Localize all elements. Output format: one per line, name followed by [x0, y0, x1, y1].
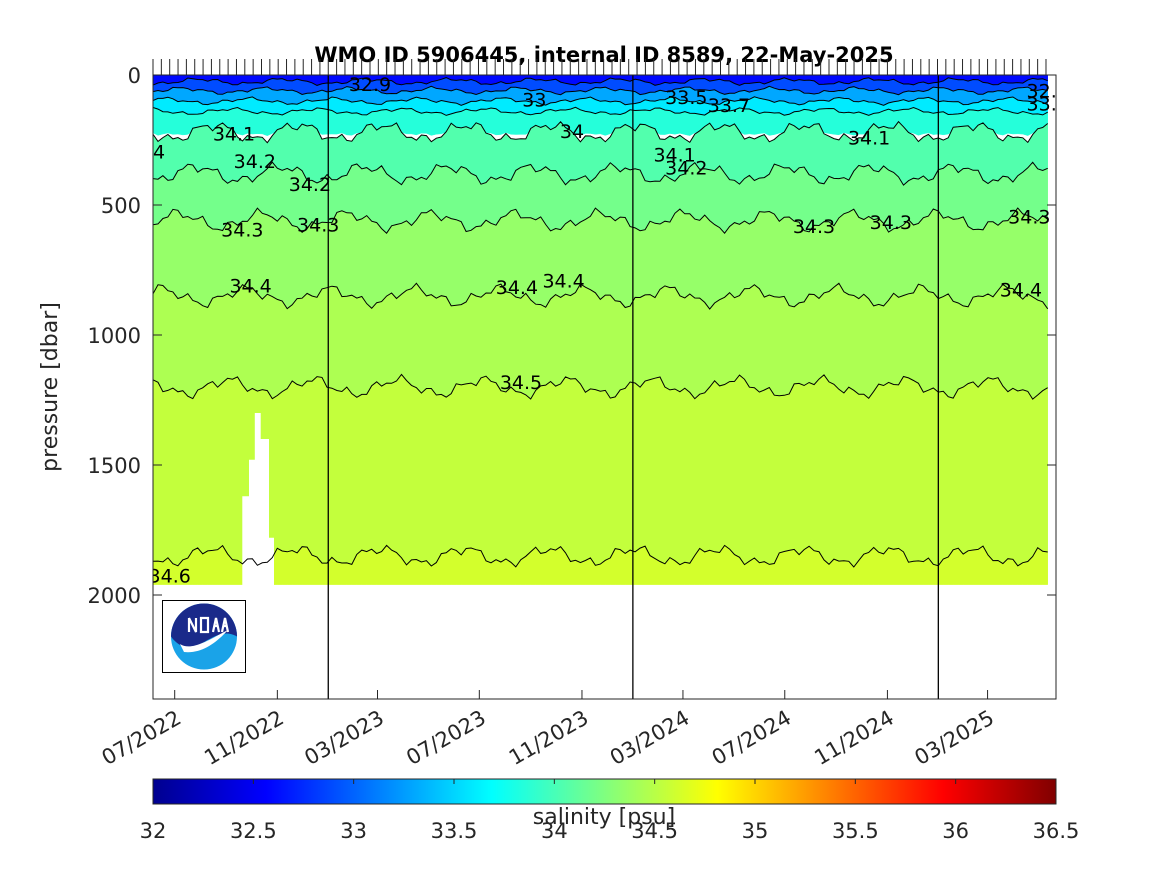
colorbar-tick-label: 33 — [340, 819, 367, 843]
contour-label: 32.9 — [1027, 81, 1069, 103]
contour-label: 33.7 — [708, 95, 750, 117]
salinity-field — [153, 75, 1048, 585]
contour-line — [153, 77, 1048, 86]
x-tick-label: 03/2023 — [300, 706, 388, 770]
colorbar — [152, 778, 1057, 805]
x-tick-label: 07/2022 — [98, 706, 186, 770]
contour-label: 34.3 — [221, 220, 263, 242]
x-tick-label: 03/2024 — [606, 706, 694, 770]
contour-label: 34.4 — [229, 276, 271, 298]
contour-label: 33.5 — [1027, 94, 1069, 116]
colorbar-tick-label: 34.5 — [631, 819, 678, 843]
x-tick-label: 11/2022 — [200, 706, 288, 770]
contour-label: 34.2 — [665, 157, 707, 179]
y-tick-label: 0 — [128, 64, 141, 88]
contour-line — [153, 282, 1049, 310]
contour-label: 34.2 — [289, 174, 331, 196]
contour-label: 33 — [522, 90, 546, 112]
x-tick-label: 11/2023 — [505, 706, 593, 770]
contour-label: 33.5 — [665, 87, 707, 109]
contour-label: 34.3 — [793, 216, 835, 238]
contour-label: 34.4 — [496, 277, 538, 299]
colorbar-tick-label: 32.5 — [230, 819, 277, 843]
salinity-layer — [153, 373, 1048, 568]
colorbar-tick-label: 36.5 — [1033, 819, 1080, 843]
contour-label: 34 — [560, 121, 584, 143]
x-tick-label: 07/2023 — [402, 706, 490, 770]
contour-label: 34.1 — [848, 127, 890, 149]
missing-data-gap — [242, 413, 274, 595]
y-tick-label: 2000 — [88, 584, 141, 608]
contour-label: 34.3 — [1008, 207, 1050, 229]
contour-label: 34.5 — [500, 372, 542, 394]
y-tick-label: 1000 — [88, 324, 141, 348]
contour-line — [153, 207, 1049, 234]
contour-label: 32.9 — [349, 74, 391, 96]
colorbar-tick-label: 36 — [942, 819, 969, 843]
x-tick-label: 11/2024 — [810, 706, 898, 770]
x-tick-label: 03/2025 — [911, 706, 999, 770]
colorbar-tick-label: 32 — [140, 819, 167, 843]
year-boundary-lines — [327, 75, 939, 699]
contour-label: 34.2 — [234, 151, 276, 173]
contour-line — [153, 373, 1048, 400]
x-tick-label: 07/2024 — [708, 706, 796, 770]
y-axis: 0 500 1000 1500 2000 — [88, 64, 1056, 608]
contour-label: 34.4 — [542, 270, 584, 292]
contour-line — [153, 96, 1048, 106]
y-tick-label: 1500 — [88, 454, 141, 478]
contour-label: 34.1 — [653, 144, 695, 166]
contour-line — [153, 120, 1049, 144]
contour-line — [153, 85, 1048, 96]
colorbar-tick-label: 33.5 — [431, 819, 478, 843]
contour-label: 34.3 — [297, 215, 339, 237]
contour-label: 34.4 — [1000, 280, 1042, 302]
y-tick-label: 500 — [101, 194, 141, 218]
contour-label: 34 — [141, 142, 165, 164]
contour-line — [153, 544, 1048, 568]
plot-area: 34.134.234.234.334.334.4 34.4 34.434.53434… — [141, 74, 1069, 699]
colorbar-tick-label: 34 — [541, 819, 568, 843]
contour-labels: 34.134.234.234.334.334.4 34.4 34.434.53434… — [141, 74, 1069, 588]
contour-line — [153, 106, 1048, 116]
contour-label: 34.6 — [149, 566, 191, 588]
plot-frame — [152, 74, 1057, 700]
noaa-logo — [162, 600, 246, 673]
contour-line — [153, 161, 1048, 186]
colorbar-title: salinity [psu] — [533, 805, 675, 830]
colorbar-ticks: 32 32.5 33 33.5 34 34.5 35 35.5 36 36.5 — [140, 779, 1080, 843]
colorbar-tick-label: 35 — [742, 819, 769, 843]
contour-label: 34.3 — [870, 212, 912, 234]
contour-label: 34.1 — [213, 124, 255, 146]
colorbar-tick-label: 35.5 — [832, 819, 879, 843]
y-axis-title: pressure [dbar] — [38, 302, 63, 472]
contour-lines — [153, 77, 1049, 568]
missing-data-gaps — [242, 413, 274, 595]
